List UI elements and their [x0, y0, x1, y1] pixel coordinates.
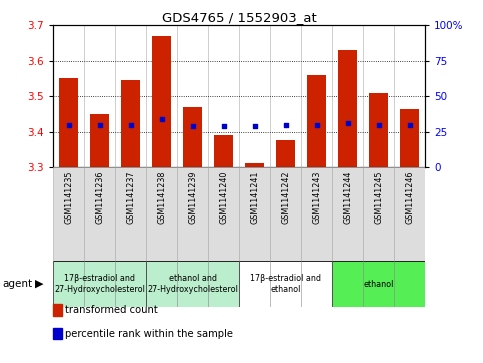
Bar [245, 163, 264, 167]
Bar [208, 167, 239, 261]
Bar [270, 167, 301, 261]
Bar [53, 167, 84, 261]
Text: GSM1141243: GSM1141243 [312, 171, 321, 224]
Text: GSM1141238: GSM1141238 [157, 171, 166, 224]
Point [189, 123, 197, 129]
Bar [301, 167, 332, 261]
Point [65, 122, 72, 127]
Bar [115, 167, 146, 261]
Point [251, 123, 258, 129]
Text: GSM1141242: GSM1141242 [281, 171, 290, 224]
Title: GDS4765 / 1552903_at: GDS4765 / 1552903_at [162, 11, 316, 24]
Point [96, 122, 103, 127]
Point [220, 123, 227, 129]
Point [127, 122, 134, 127]
Point [158, 116, 166, 122]
Point [313, 122, 320, 127]
Text: transformed count: transformed count [65, 305, 158, 315]
Text: GSM1141240: GSM1141240 [219, 171, 228, 224]
Bar [184, 107, 202, 167]
Bar [146, 261, 239, 307]
Text: 17β-estradiol and
27-Hydroxycholesterol: 17β-estradiol and 27-Hydroxycholesterol [54, 274, 145, 294]
Bar [338, 50, 357, 167]
Text: GSM1141235: GSM1141235 [64, 171, 73, 224]
Bar [369, 93, 388, 167]
Text: GSM1141236: GSM1141236 [95, 171, 104, 224]
Bar [121, 80, 140, 167]
Text: percentile rank within the sample: percentile rank within the sample [65, 329, 233, 339]
Text: ethanol: ethanol [363, 280, 394, 289]
Bar [332, 167, 363, 261]
Bar [146, 167, 177, 261]
Bar [177, 167, 208, 261]
Bar [84, 167, 115, 261]
Bar [394, 167, 425, 261]
Text: ethanol and
27-Hydroxycholesterol: ethanol and 27-Hydroxycholesterol [147, 274, 238, 294]
Point [344, 120, 352, 126]
Text: GSM1141244: GSM1141244 [343, 171, 352, 224]
Text: 17β-estradiol and
ethanol: 17β-estradiol and ethanol [250, 274, 321, 294]
Text: ▶: ▶ [35, 279, 44, 289]
Bar [152, 36, 171, 167]
Text: GSM1141241: GSM1141241 [250, 171, 259, 224]
Bar [307, 75, 326, 167]
Text: GSM1141245: GSM1141245 [374, 171, 383, 224]
Point [282, 122, 289, 127]
Text: agent: agent [2, 279, 32, 289]
Bar [214, 135, 233, 167]
Bar [90, 114, 109, 167]
Text: GSM1141237: GSM1141237 [126, 171, 135, 224]
Point [406, 122, 413, 127]
Bar [59, 78, 78, 167]
Text: GSM1141246: GSM1141246 [405, 171, 414, 224]
Bar [400, 109, 419, 167]
Bar [53, 261, 146, 307]
Bar [332, 261, 425, 307]
Bar [276, 140, 295, 167]
Point [375, 122, 383, 127]
Bar [363, 167, 394, 261]
Bar [239, 261, 332, 307]
Text: GSM1141239: GSM1141239 [188, 171, 197, 224]
Bar [239, 167, 270, 261]
